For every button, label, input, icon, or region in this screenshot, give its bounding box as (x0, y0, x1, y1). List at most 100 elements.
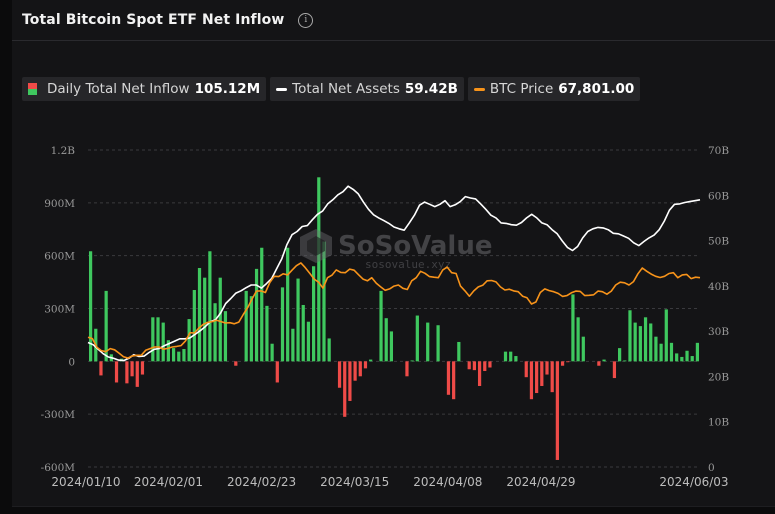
legend-item-daily-inflow[interactable]: Daily Total Net Inflow 105.12M (22, 77, 267, 101)
inflow-bar[interactable] (514, 356, 518, 362)
inflow-bar[interactable] (638, 326, 642, 362)
inflow-bar[interactable] (623, 360, 627, 362)
outflow-bar[interactable] (488, 361, 492, 368)
inflow-bar[interactable] (151, 317, 155, 362)
inflow-bar[interactable] (203, 277, 207, 362)
outflow-bar[interactable] (529, 361, 534, 400)
outflow-bar[interactable] (612, 361, 617, 379)
inflow-bar[interactable] (265, 305, 269, 362)
inflow-bar[interactable] (618, 348, 622, 362)
inflow-bar[interactable] (369, 359, 373, 362)
outflow-bar[interactable] (472, 361, 476, 371)
inflow-bar[interactable] (633, 322, 637, 362)
inflow-bar[interactable] (317, 177, 321, 362)
total-net-assets-line[interactable] (87, 185, 701, 362)
outflow-bar[interactable] (275, 361, 279, 383)
inflow-bar[interactable] (296, 278, 300, 362)
outflow-bar[interactable] (125, 361, 129, 384)
inflow-bar[interactable] (156, 317, 160, 362)
inflow-bar[interactable] (571, 294, 575, 362)
inflow-bar[interactable] (389, 331, 394, 362)
inflow-bar[interactable] (161, 322, 165, 362)
inflow-bar[interactable] (659, 343, 663, 362)
inflow-bar[interactable] (312, 266, 316, 362)
inflow-bar[interactable] (503, 351, 508, 362)
outflow-bar[interactable] (545, 361, 549, 375)
inflow-bar[interactable] (654, 336, 658, 362)
outflow-bar[interactable] (405, 361, 409, 377)
outflow-bar[interactable] (597, 361, 601, 366)
inflow-bar[interactable] (379, 290, 383, 362)
inflow-bar[interactable] (457, 341, 461, 362)
outflow-bar[interactable] (99, 361, 103, 376)
outflow-bar[interactable] (130, 361, 134, 377)
outflow-bar[interactable] (358, 361, 362, 377)
outflow-bar[interactable] (452, 361, 456, 400)
outflow-bar[interactable] (234, 361, 238, 366)
inflow-bar[interactable] (306, 321, 311, 362)
outflow-bar[interactable] (560, 361, 565, 366)
inflow-bar[interactable] (192, 290, 196, 362)
inflow-bar[interactable] (260, 247, 264, 362)
inflow-bar[interactable] (177, 351, 181, 362)
inflow-bar[interactable] (602, 359, 606, 362)
inflow-bar[interactable] (166, 340, 170, 362)
inflow-bar[interactable] (218, 277, 222, 362)
outflow-bar[interactable] (524, 361, 528, 378)
outflow-bar[interactable] (477, 361, 482, 386)
outflow-bar[interactable] (343, 361, 347, 417)
inflow-bar[interactable] (213, 303, 217, 362)
inflow-bar[interactable] (322, 241, 326, 362)
outflow-bar[interactable] (540, 361, 544, 386)
outflow-bar[interactable] (363, 361, 368, 369)
outflow-bar[interactable] (446, 361, 451, 395)
inflow-bar[interactable] (643, 317, 648, 362)
inflow-bar[interactable] (509, 351, 513, 362)
inflow-bar[interactable] (254, 268, 259, 362)
outflow-bar[interactable] (566, 361, 570, 363)
inflow-bar[interactable] (581, 336, 585, 362)
outflow-bar[interactable] (467, 361, 471, 370)
inflow-bar[interactable] (223, 311, 228, 362)
inflow-bar[interactable] (415, 315, 419, 362)
inflow-bar[interactable] (695, 342, 700, 362)
inflow-bar[interactable] (187, 319, 191, 362)
outflow-bar[interactable] (140, 361, 145, 375)
legend-item-btc-price[interactable]: BTC Price 67,801.00 (467, 77, 641, 101)
info-icon[interactable]: i (298, 12, 314, 28)
inflow-bar[interactable] (649, 323, 653, 362)
inflow-bar[interactable] (384, 318, 388, 362)
inflow-bar[interactable] (410, 360, 414, 362)
btc-price-line[interactable] (87, 262, 701, 359)
inflow-bar[interactable] (286, 247, 290, 362)
inflow-bar[interactable] (675, 353, 679, 362)
inflow-bar[interactable] (104, 290, 108, 362)
inflow-bar[interactable] (426, 322, 430, 362)
inflow-bar[interactable] (208, 251, 212, 362)
inflow-bar[interactable] (182, 349, 186, 362)
inflow-bar[interactable] (680, 356, 684, 362)
outflow-bar[interactable] (535, 361, 539, 394)
inflow-bar[interactable] (197, 267, 202, 362)
outflow-bar[interactable] (114, 361, 119, 383)
inflow-bar[interactable] (628, 310, 632, 362)
inflow-bar[interactable] (270, 343, 274, 362)
inflow-bar[interactable] (88, 251, 93, 362)
inflow-bar[interactable] (171, 348, 176, 362)
inflow-bar[interactable] (244, 290, 248, 362)
inflow-bar[interactable] (280, 287, 285, 362)
inflow-bar[interactable] (690, 356, 694, 362)
outflow-bar[interactable] (135, 361, 139, 387)
inflow-bar[interactable] (301, 304, 305, 362)
outflow-bar[interactable] (353, 361, 357, 381)
inflow-bar[interactable] (327, 338, 331, 362)
inflow-bar[interactable] (669, 342, 674, 362)
inflow-bar[interactable] (664, 309, 668, 362)
inflow-bar[interactable] (436, 325, 440, 362)
outflow-bar[interactable] (550, 361, 554, 393)
outflow-bar[interactable] (348, 361, 352, 401)
outflow-bar[interactable] (337, 361, 342, 388)
legend-item-total-assets[interactable]: Total Net Assets 59.42B (270, 77, 464, 101)
inflow-bar[interactable] (685, 350, 689, 362)
outflow-bar[interactable] (555, 361, 559, 460)
